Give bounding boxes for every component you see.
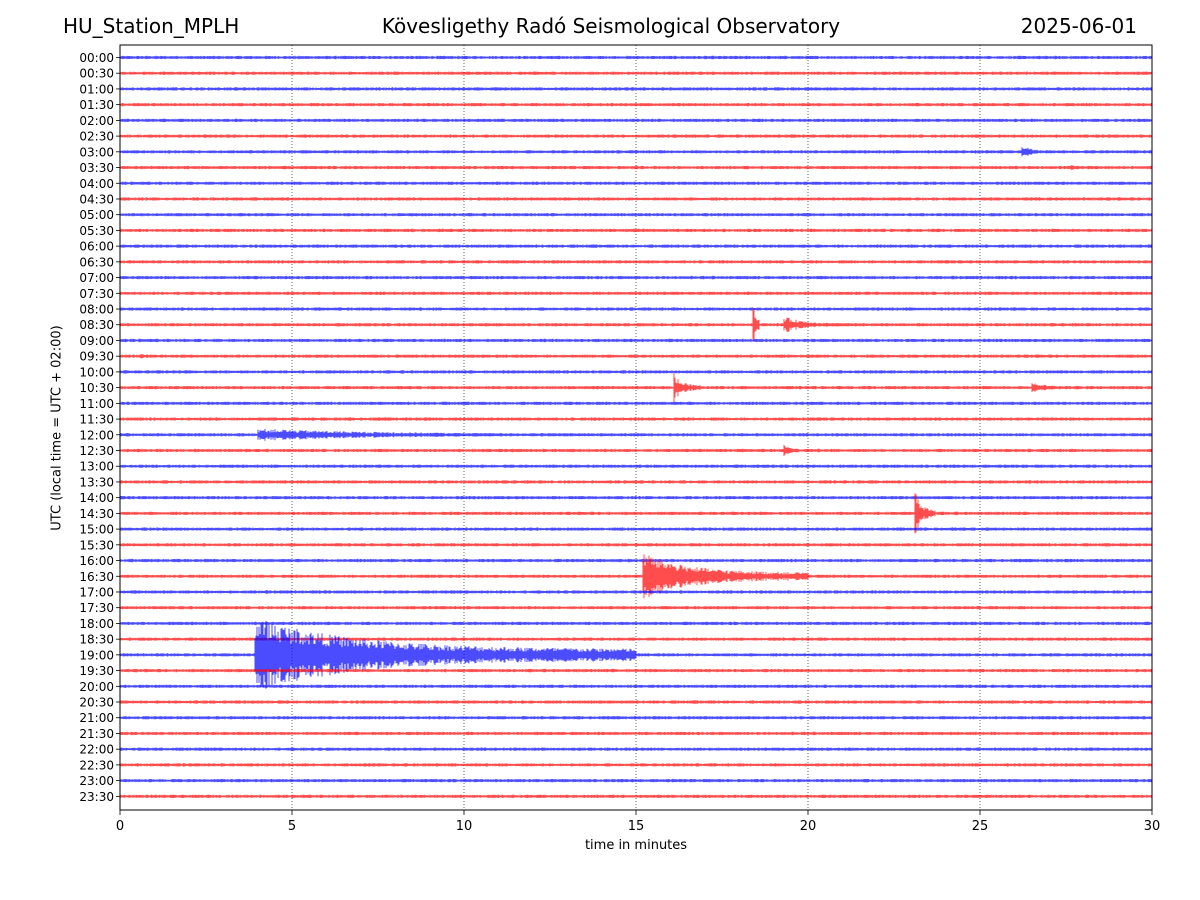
trace-1030 xyxy=(119,373,1153,403)
y-tick-label-1330: 13:30 xyxy=(79,475,114,489)
trace-2030 xyxy=(119,700,1153,704)
y-tick-label-0700: 07:00 xyxy=(79,271,114,285)
y-tick-label-0530: 05:30 xyxy=(79,224,114,238)
trace-1130 xyxy=(119,417,1153,421)
y-tick-label-1030: 10:30 xyxy=(79,381,114,395)
trace-0300 xyxy=(119,147,1153,157)
y-tick-label-0100: 01:00 xyxy=(79,82,114,96)
trace-2000 xyxy=(119,684,1153,688)
y-tick-label-2330: 23:30 xyxy=(79,790,114,804)
x-tick-label-30: 30 xyxy=(1144,819,1161,834)
trace-1800 xyxy=(119,621,1153,626)
y-tick-label-1300: 13:00 xyxy=(79,460,114,474)
y-tick-label-0130: 01:30 xyxy=(79,98,114,112)
trace-1330 xyxy=(119,480,1153,484)
y-tick-label-1630: 16:30 xyxy=(79,570,114,584)
y-tick-label-0630: 06:30 xyxy=(79,255,114,269)
y-tick-label-1000: 10:00 xyxy=(79,365,114,379)
trace-1730 xyxy=(119,606,1153,610)
trace-0200 xyxy=(119,118,1153,123)
y-tick-label-0300: 03:00 xyxy=(79,145,114,159)
trace-0000 xyxy=(119,55,1153,60)
trace-1430 xyxy=(119,493,1153,534)
y-axis-title: UTC (local time = UTC + 02:00) xyxy=(49,325,65,531)
y-tick-label-2130: 21:30 xyxy=(79,727,114,741)
y-tick-label-0900: 09:00 xyxy=(79,334,114,348)
trace-1530 xyxy=(119,543,1153,547)
trace-0630 xyxy=(119,260,1153,264)
station-name: HU_Station_MPLH xyxy=(63,14,240,38)
x-tick-label-25: 25 xyxy=(972,819,989,834)
trace-0600 xyxy=(119,244,1153,248)
y-tick-label-1800: 18:00 xyxy=(79,617,114,631)
y-tick-label-1430: 14:30 xyxy=(79,507,114,521)
y-tick-label-1830: 18:30 xyxy=(79,633,114,647)
y-tick-label-0500: 05:00 xyxy=(79,208,114,222)
x-tick-label-5: 5 xyxy=(288,819,296,834)
trace-2100 xyxy=(119,716,1153,720)
trace-2230 xyxy=(119,763,1153,767)
y-tick-label-1530: 15:30 xyxy=(79,538,114,552)
y-tick-label-2300: 23:00 xyxy=(79,774,114,788)
trace-0500 xyxy=(119,213,1153,217)
trace-0800 xyxy=(119,307,1153,311)
trace-2200 xyxy=(119,747,1153,751)
y-tick-label-0830: 08:30 xyxy=(79,318,114,332)
y-tick-label-0600: 06:00 xyxy=(79,240,114,254)
x-tick-label-10: 10 xyxy=(456,819,473,834)
x-axis-title: time in minutes xyxy=(584,838,688,853)
y-tick-label-1230: 12:30 xyxy=(79,444,114,458)
y-tick-label-0730: 07:30 xyxy=(79,287,114,301)
y-tick-label-1500: 15:00 xyxy=(79,523,114,537)
trace-0100 xyxy=(119,87,1153,91)
x-tick-label-20: 20 xyxy=(800,819,817,834)
y-tick-label-2200: 22:00 xyxy=(79,743,114,757)
y-tick-label-1400: 14:00 xyxy=(79,491,114,505)
y-tick-label-0930: 09:30 xyxy=(79,350,114,364)
x-tick-label-15: 15 xyxy=(628,819,645,834)
y-tick-label-1730: 17:30 xyxy=(79,601,114,615)
y-tick-label-1200: 12:00 xyxy=(79,428,114,442)
trace-0430 xyxy=(119,197,1153,201)
trace-0030 xyxy=(119,71,1153,75)
trace-1000 xyxy=(119,370,1153,374)
trace-1400 xyxy=(119,496,1153,500)
trace-0130 xyxy=(119,103,1153,107)
y-tick-label-1130: 11:30 xyxy=(79,413,114,427)
y-tick-label-1900: 19:00 xyxy=(79,648,114,662)
trace-1300 xyxy=(119,464,1153,468)
trace-1700 xyxy=(119,590,1153,594)
y-tick-label-1930: 19:30 xyxy=(79,664,114,678)
y-tick-label-1100: 11:00 xyxy=(79,397,114,411)
y-tick-label-0200: 02:00 xyxy=(79,114,114,128)
y-tick-label-2000: 20:00 xyxy=(79,680,114,694)
chart-title: Kövesligethy Radó Seismological Observat… xyxy=(381,14,841,38)
y-tick-label-1700: 17:00 xyxy=(79,585,114,599)
trace-1100 xyxy=(119,401,1153,405)
y-tick-label-1600: 16:00 xyxy=(79,554,114,568)
trace-2300 xyxy=(119,778,1153,783)
trace-1500 xyxy=(119,527,1153,531)
y-tick-label-0400: 04:00 xyxy=(79,177,114,191)
y-tick-label-0430: 04:30 xyxy=(79,192,114,206)
trace-0730 xyxy=(119,291,1153,295)
y-tick-label-0000: 00:00 xyxy=(79,51,114,65)
y-tick-label-0800: 08:00 xyxy=(79,303,114,317)
y-tick-label-0230: 02:30 xyxy=(79,130,114,144)
y-tick-label-2230: 22:30 xyxy=(79,758,114,772)
trace-0400 xyxy=(119,181,1153,185)
record-date: 2025-06-01 xyxy=(1020,14,1137,38)
y-tick-label-0330: 03:30 xyxy=(79,161,114,175)
y-tick-label-2100: 21:00 xyxy=(79,711,114,725)
trace-1230 xyxy=(119,445,1153,456)
trace-0230 xyxy=(119,134,1153,138)
y-tick-label-2030: 20:30 xyxy=(79,696,114,710)
x-tick-label-0: 0 xyxy=(116,819,124,834)
y-tick-label-0030: 00:30 xyxy=(79,67,114,81)
